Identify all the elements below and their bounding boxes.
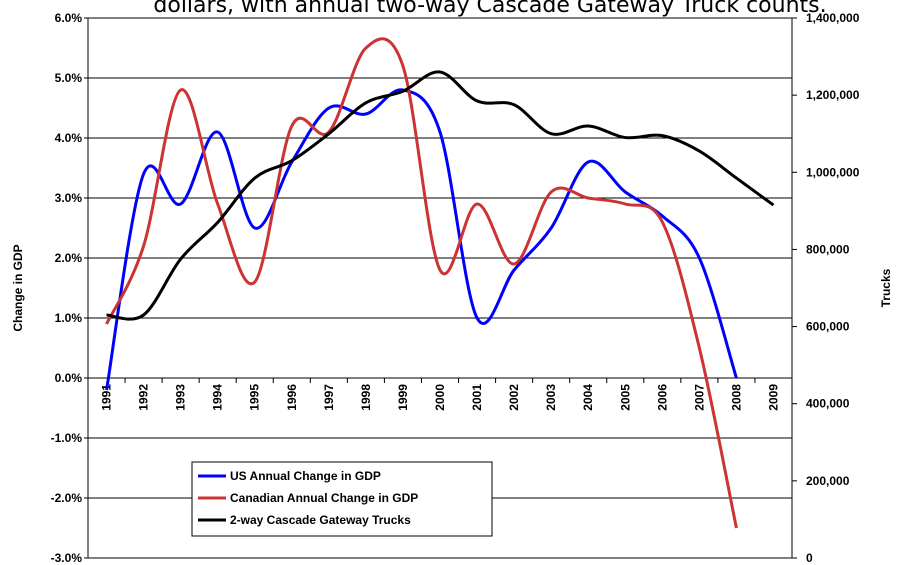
x-tick-label: 1995 [248, 384, 262, 411]
x-tick-label: 1994 [211, 384, 225, 411]
y2-tick-label: 1,000,000 [806, 165, 860, 179]
series-line [106, 70, 775, 321]
y-tick-label: 3.0% [55, 191, 83, 205]
series-line [105, 88, 738, 391]
x-tick-label: 2007 [692, 384, 706, 411]
x-tick-label: 1999 [396, 384, 410, 411]
legend-label: US Annual Change in GDP [230, 469, 381, 483]
y2-tick-label: 400,000 [806, 397, 850, 411]
x-tick-label: 2008 [729, 384, 743, 411]
legend-label: 2-way Cascade Gateway Trucks [230, 513, 411, 527]
y-tick-label: 5.0% [55, 71, 83, 85]
x-tick-label: 2000 [433, 384, 447, 411]
x-tick-label: 2001 [470, 384, 484, 411]
x-tick-label: 1993 [174, 384, 188, 411]
y-tick-label: 4.0% [55, 131, 83, 145]
y-tick-label: 0.0% [55, 371, 83, 385]
y-tick-label: -2.0% [51, 491, 83, 505]
y-tick-label: 1.0% [55, 311, 83, 325]
x-tick-label: 1992 [137, 384, 151, 411]
x-tick-label: 2005 [618, 384, 632, 411]
x-tick-label: 1996 [285, 384, 299, 411]
series-line [105, 37, 738, 529]
y-tick-label: 6.0% [55, 11, 83, 25]
chart-title: dollars, with annual two-way Cascade Gat… [153, 0, 826, 18]
y2-tick-label: 0 [806, 551, 813, 565]
y-tick-label: -1.0% [51, 431, 83, 445]
y2-tick-label: 600,000 [806, 320, 850, 334]
x-tick-label: 2006 [655, 384, 669, 411]
x-tick-label: 2004 [581, 384, 595, 411]
x-tick-label: 1991 [100, 384, 114, 411]
legend-box [191, 461, 493, 537]
y2-tick-label: 800,000 [806, 242, 850, 256]
legend-label: Canadian Annual Change in GDP [230, 491, 418, 505]
x-tick-label: 2009 [766, 384, 780, 411]
y2-tick-label: 1,200,000 [806, 88, 860, 102]
y2-axis-title: Trucks [879, 268, 893, 307]
y2-tick-label: 1,400,000 [806, 11, 860, 25]
x-tick-label: 2003 [544, 384, 558, 411]
y-axis-title: Change in GDP [11, 244, 25, 331]
y-tick-label: 2.0% [55, 251, 83, 265]
x-tick-label: 2002 [507, 384, 521, 411]
x-tick-label: 1997 [322, 384, 336, 411]
y-tick-label: -3.0% [51, 551, 83, 565]
y2-tick-label: 200,000 [806, 474, 850, 488]
x-tick-label: 1998 [359, 384, 373, 411]
